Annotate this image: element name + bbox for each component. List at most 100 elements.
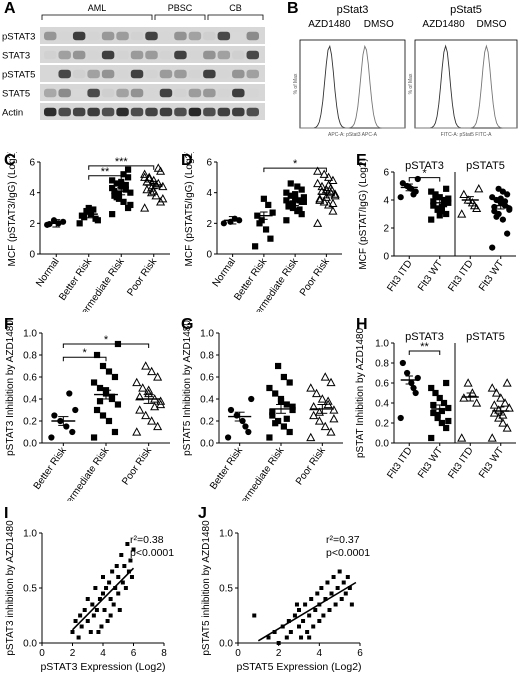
y-tick-label: 0.0 <box>23 439 37 450</box>
y-tick-label: 0.2 <box>23 417 37 428</box>
panel-label-j: J <box>198 505 207 522</box>
data-point <box>314 416 324 425</box>
data-point <box>76 635 81 640</box>
data-point <box>131 547 136 552</box>
data-point <box>408 379 415 387</box>
y-tick-label: 1.0 <box>375 339 389 350</box>
data-point <box>153 372 163 381</box>
data-point <box>320 372 330 381</box>
data-point <box>502 378 512 387</box>
data-point <box>335 586 340 590</box>
data-point <box>414 175 421 183</box>
panel-label-f: F <box>4 316 14 333</box>
data-point <box>113 180 120 187</box>
blot-band <box>159 107 173 117</box>
data-point <box>283 197 290 204</box>
data-point <box>127 201 134 209</box>
data-point <box>438 407 445 415</box>
blot-band <box>188 107 202 117</box>
data-point <box>438 419 445 427</box>
blot-band <box>116 69 129 79</box>
y-tick-label: 1.0 <box>200 329 214 340</box>
blot-band <box>44 88 57 98</box>
data-point <box>443 379 450 387</box>
data-point <box>48 434 55 441</box>
r-squared-annotation: r²=0.37 <box>326 534 360 546</box>
y-tick-label: 1.0 <box>23 529 37 540</box>
y-tick-label: 0.8 <box>200 351 214 362</box>
y-axis-label: MCF (pSTAT3/IgG) (Log2) <box>7 152 18 266</box>
data-point <box>436 194 443 201</box>
data-point <box>142 184 152 194</box>
chart-f: 0.0 0.2 0.4 0.6 0.8 1.0 pSTAT3 Inhibition by A… <box>5 320 170 501</box>
y-tick-label: 0.2 <box>375 419 389 430</box>
data-point <box>94 217 101 224</box>
data-point <box>233 412 240 419</box>
data-point <box>489 400 499 409</box>
r-squared-annotation: r²=0.38 <box>130 534 164 546</box>
data-point <box>110 569 115 574</box>
y-axis-label: MCF (pSTAT5/IgG) (Log2) <box>184 152 195 266</box>
data-point <box>328 198 338 207</box>
p-value-annotation: p<0.0001 <box>326 547 370 559</box>
x-tick-label: Flt3 ITD <box>446 445 475 480</box>
data-point <box>337 569 342 574</box>
data-point <box>329 591 334 596</box>
data-point <box>69 428 76 436</box>
data-point <box>128 558 133 563</box>
group-bracket <box>41 14 153 20</box>
data-point <box>120 171 127 178</box>
blot-band <box>246 69 259 79</box>
x-tick-label: 6 <box>357 648 363 659</box>
y-tick-label: 0.5 <box>219 584 233 595</box>
data-point <box>105 368 113 375</box>
data-point <box>117 608 122 612</box>
data-point <box>438 208 445 215</box>
y-tick-label: 0.4 <box>23 395 37 406</box>
y-tick-label: 0.8 <box>23 351 37 362</box>
blot-band <box>203 31 216 41</box>
data-point <box>323 396 333 405</box>
significance-label: ** <box>420 341 429 353</box>
blot-band <box>145 69 158 79</box>
panel-label-c: C <box>4 152 16 169</box>
x-tick-label: Poor Risk <box>120 445 154 488</box>
data-point <box>285 203 292 210</box>
y-tick-label: 4 <box>206 188 212 199</box>
y-axis-label: pSTAT5 Inhibition by AZD1480 <box>182 320 193 456</box>
y-tick-label: 0 <box>29 250 35 261</box>
data-point <box>305 630 310 634</box>
data-point <box>321 192 331 201</box>
blot-band <box>58 50 71 60</box>
data-point <box>410 384 417 392</box>
data-point <box>500 398 510 407</box>
data-point <box>306 383 316 392</box>
panel-label-b: B <box>287 0 299 17</box>
significance-bracket <box>88 165 155 170</box>
data-point <box>504 403 514 412</box>
data-point <box>445 404 452 412</box>
x-tick-label: Poor Risk <box>298 256 332 299</box>
blot-band <box>188 69 202 79</box>
data-point <box>315 194 325 203</box>
data-point <box>294 183 301 190</box>
data-point <box>73 619 78 623</box>
x-tick-label: 4 <box>317 648 323 659</box>
y-tick-label: 0 <box>383 252 389 263</box>
data-point <box>301 619 306 623</box>
blot-band <box>116 50 129 60</box>
blot-band <box>159 88 173 98</box>
data-point <box>443 185 450 192</box>
data-point <box>269 409 276 416</box>
p-value-annotation: p<0.0001 <box>130 547 174 559</box>
blot-band <box>203 88 216 98</box>
data-point <box>104 586 109 590</box>
data-point <box>469 200 480 210</box>
data-point <box>85 597 90 601</box>
blot-row-label: pSTAT3 <box>2 31 35 42</box>
significance-label: * <box>293 158 298 170</box>
data-point <box>296 206 303 213</box>
data-point <box>284 635 289 640</box>
